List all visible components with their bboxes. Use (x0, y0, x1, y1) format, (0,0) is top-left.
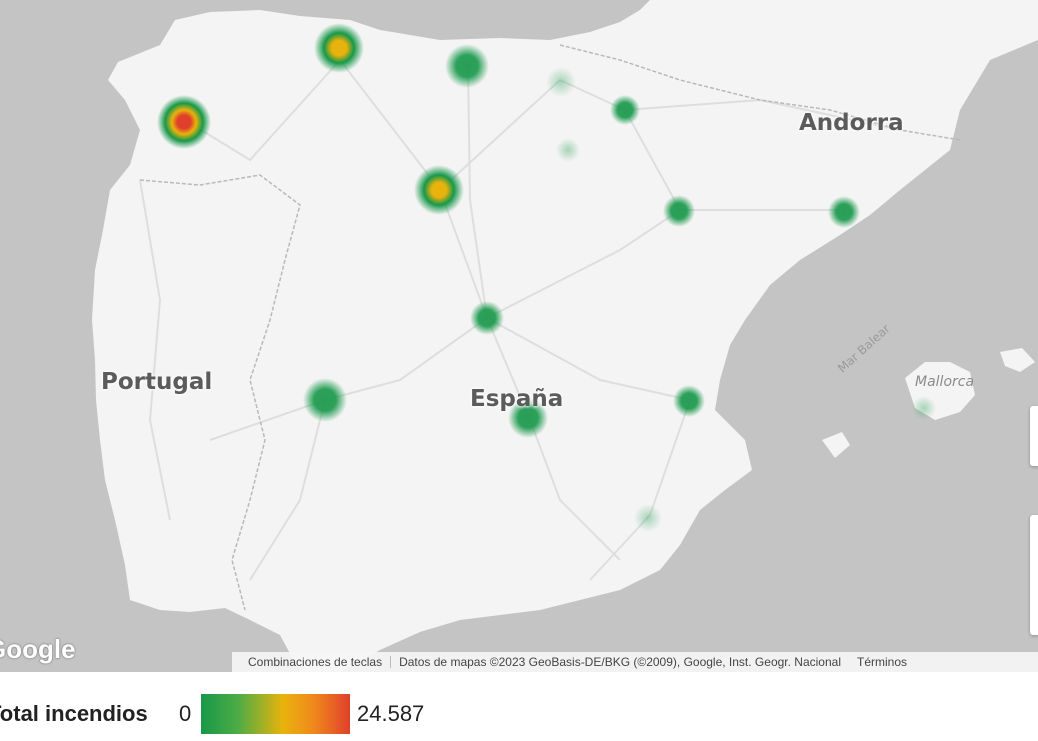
hotspot-madrid (470, 301, 504, 335)
map-data-attribution: Datos de mapas ©2023 GeoBasis-DE/BKG (©2… (399, 655, 841, 669)
hotspot-valencia (673, 385, 705, 417)
hotspot-asturias (314, 23, 364, 73)
hotspot-barcelona (828, 196, 860, 228)
hotspot-cantabria (445, 44, 489, 88)
hotspot-navarra (610, 95, 640, 125)
legend-min-value: 0 (179, 701, 192, 726)
hotspot-caceres (303, 378, 347, 422)
hotspot-soria (556, 138, 580, 162)
zoom-control[interactable] (1030, 515, 1038, 635)
hotspot-pais-vasco (546, 67, 576, 97)
legend-max-value: 24.587 (357, 701, 425, 726)
menorca-island (1000, 348, 1035, 372)
label-portugal: Portugal (101, 369, 213, 395)
hotspot-ciudad-real (508, 398, 548, 438)
map-control-top[interactable] (1030, 406, 1038, 466)
terms-link[interactable]: Términos (857, 655, 908, 669)
label-espana: España (470, 386, 564, 412)
label-mallorca: Mallorca (915, 374, 975, 390)
map-view[interactable]: Andorra Portugal España Mallorca Mar Bal… (0, 0, 1038, 672)
heatmap-layer (157, 23, 936, 532)
google-logo[interactable]: Google (0, 634, 76, 664)
legend-color-scale (201, 694, 350, 734)
hotspot-mallorca (912, 396, 936, 420)
heatmap-legend (0, 672, 1038, 741)
hotspot-leon-zamora (414, 165, 464, 215)
road-network (139, 58, 901, 581)
legend-title: Total incendios (0, 701, 148, 726)
hotspot-zaragoza (663, 195, 695, 227)
ibiza-island (822, 432, 850, 458)
attribution-bar: Combinaciones de teclas Datos de mapas ©… (232, 652, 1038, 672)
label-andorra: Andorra (799, 110, 904, 136)
hotspot-murcia (634, 504, 662, 532)
iberian-landmass (92, 0, 1038, 672)
keyboard-shortcuts-link[interactable]: Combinaciones de teclas (248, 655, 383, 669)
hotspot-galicia-west (157, 95, 211, 149)
attribution-divider (390, 656, 392, 668)
border-lines (139, 44, 961, 611)
map-base-layer (92, 0, 1038, 672)
